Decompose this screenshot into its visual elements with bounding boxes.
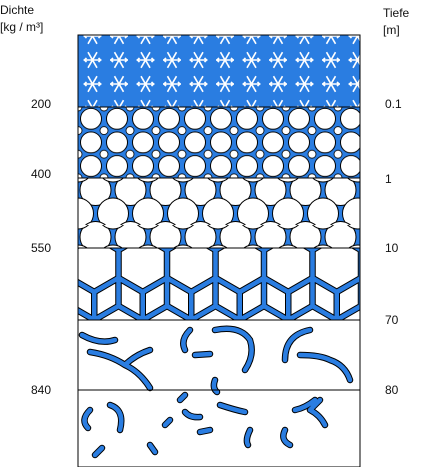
depth-label: 10 [385, 241, 399, 255]
depth-label: 1 [385, 172, 392, 186]
layer-borders [77, 34, 361, 467]
snowflakes [78, 35, 360, 107]
right-unit: [m] [383, 23, 400, 37]
density-label: 400 [31, 167, 51, 181]
depth-label: 70 [385, 313, 399, 327]
left-unit: [kg / m³] [0, 20, 43, 34]
right-title: Tiefe [383, 6, 410, 20]
density-label: 200 [31, 97, 51, 111]
coarse-grain-layer [78, 178, 360, 248]
density-label: 550 [31, 241, 51, 255]
veins [79, 326, 353, 458]
hexagons [78, 248, 360, 320]
density-label: 840 [31, 383, 51, 397]
depth-label: 0.1 [385, 97, 402, 111]
fine-grain-layer [78, 107, 360, 178]
depth-label: 80 [385, 383, 399, 397]
left-title: Dichte [0, 3, 34, 17]
